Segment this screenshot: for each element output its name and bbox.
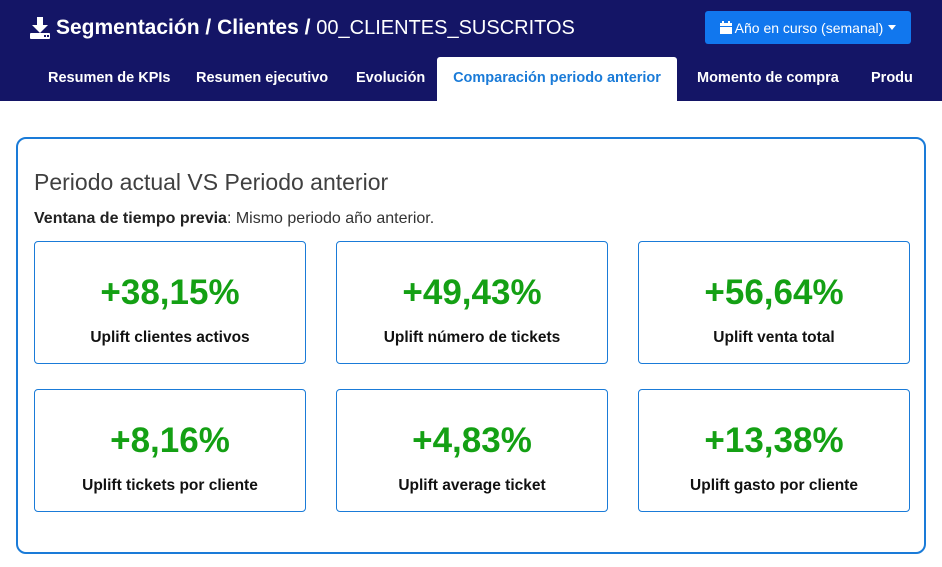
kpi-tile-gasto-por-cliente: +13,38% Uplift gasto por cliente [638,389,910,512]
tab-momento-de-compra[interactable]: Momento de compra [697,70,839,86]
kpi-tile-tickets-por-cliente: +8,16% Uplift tickets por cliente [34,389,306,512]
breadcrumb-separator: / [298,16,317,39]
kpi-label: Uplift clientes activos [90,329,250,346]
kpi-value: +38,15% [100,273,240,312]
tab-bar: Resumen de KPIs Resumen ejecutivo Evoluc… [0,57,942,101]
kpi-label: Uplift average ticket [398,477,546,494]
breadcrumb: Segmentación / Clientes / 00_CLIENTES_SU… [30,14,575,42]
breadcrumb-item-current: 00_CLIENTES_SUSCRITOS [316,16,575,39]
time-window-value: : Mismo periodo año anterior. [226,210,435,227]
comparison-card: Periodo actual VS Periodo anterior Venta… [16,137,926,554]
card-title: Periodo actual VS Periodo anterior [34,169,389,195]
tab-resumen-kpis[interactable]: Resumen de KPIs [48,70,171,86]
kpi-label: Uplift gasto por cliente [690,477,858,494]
kpi-label: Uplift tickets por cliente [82,477,258,494]
time-window-text: Ventana de tiempo previa: Mismo periodo … [34,210,434,228]
tab-resumen-ejecutivo[interactable]: Resumen ejecutivo [196,70,329,86]
kpi-label: Uplift número de tickets [383,329,561,346]
kpi-value: +49,43% [402,273,542,312]
kpi-tile-venta-total: +56,64% Uplift venta total [638,241,910,364]
breadcrumb-separator: / [199,16,218,39]
tab-evolucion[interactable]: Evolución [356,70,426,86]
kpi-value: +8,16% [110,421,230,460]
period-dropdown-label: Año en curso (semanal) [734,19,884,36]
calendar-icon [719,21,732,34]
time-window-label: Ventana de tiempo previa [34,210,227,227]
kpi-tile-average-ticket: +4,83% Uplift average ticket [336,389,608,512]
breadcrumb-item-segmentacion[interactable]: Segmentación [56,16,200,39]
chevron-down-icon [888,25,897,30]
top-header: Segmentación / Clientes / 00_CLIENTES_SU… [0,0,942,101]
tab-productos[interactable]: Produ [871,70,913,86]
period-dropdown-button[interactable]: Año en curso (semanal) [705,11,911,44]
tab-comparacion-periodo-anterior[interactable]: Comparación periodo anterior [437,57,677,101]
kpi-tile-numero-tickets: +49,43% Uplift número de tickets [336,241,608,364]
kpi-label: Uplift venta total [713,329,835,346]
kpi-value: +56,64% [704,273,844,312]
kpi-tile-clientes-activos: +38,15% Uplift clientes activos [34,241,306,364]
kpi-value: +13,38% [704,421,844,460]
kpi-value: +4,83% [412,421,532,460]
download-icon[interactable] [30,17,50,39]
breadcrumb-item-clientes[interactable]: Clientes [217,16,299,39]
